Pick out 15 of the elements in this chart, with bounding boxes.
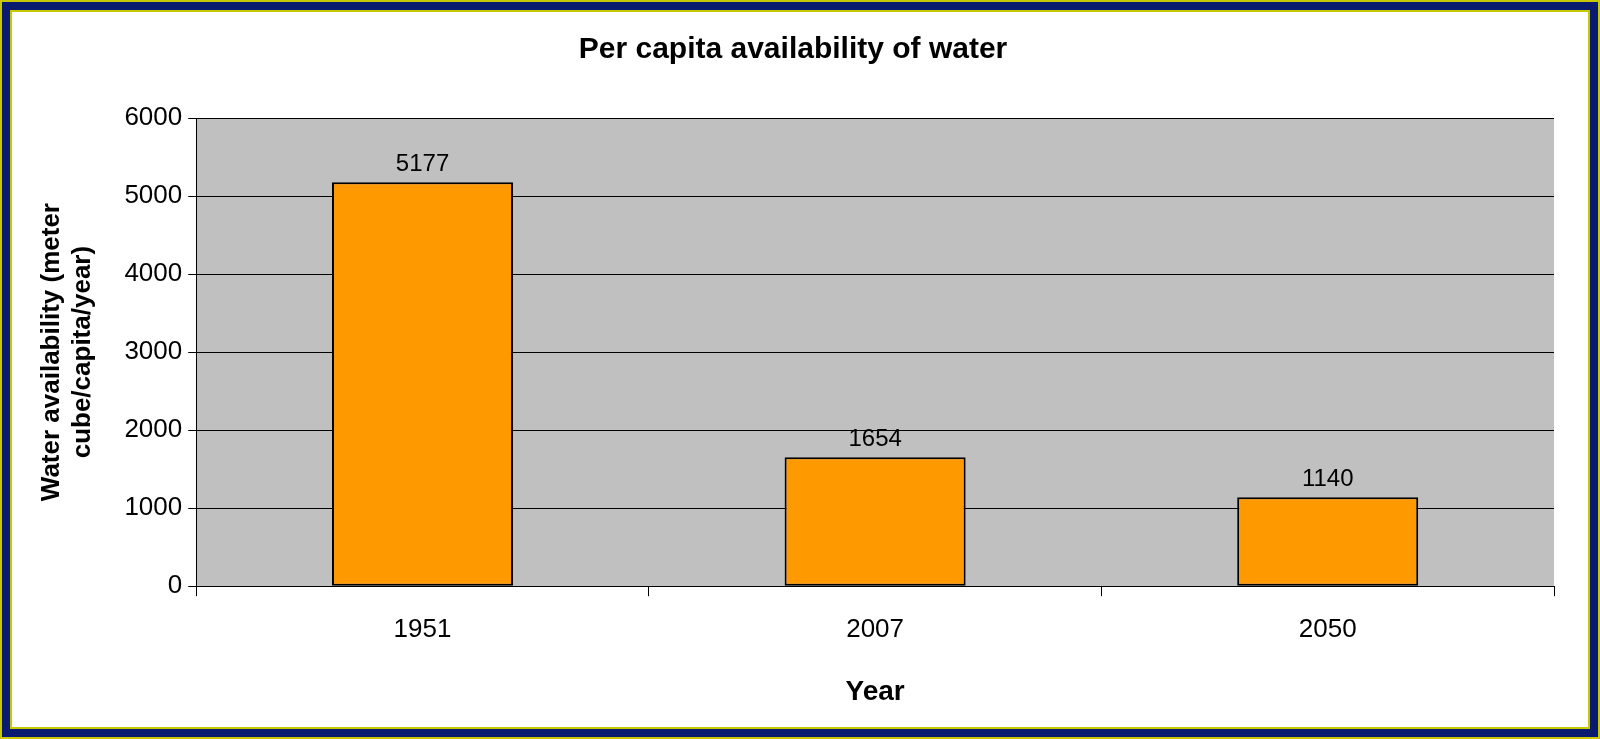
- data-label: 1140: [1301, 463, 1354, 491]
- data-label: 5177: [395, 148, 450, 176]
- y-tick-label: 3000: [124, 335, 183, 366]
- chart-title: Per capita availability of water: [578, 31, 1008, 65]
- y-tick-label: 0: [167, 569, 183, 600]
- y-tick-label: 4000: [124, 257, 183, 288]
- x-tick-label: 2007: [846, 612, 905, 643]
- y-tick-label: 6000: [124, 101, 183, 132]
- y-axis-title: Water availability (meter cube/capita/year): [34, 203, 96, 502]
- y-tick-label: 5000: [124, 179, 183, 210]
- x-tick-label: 1951: [393, 612, 452, 643]
- x-tick-label: 2050: [1298, 612, 1357, 643]
- y-tick-label: 2000: [124, 413, 183, 444]
- y-tick-label: 1000: [124, 491, 183, 522]
- x-axis-title: Year: [845, 674, 905, 706]
